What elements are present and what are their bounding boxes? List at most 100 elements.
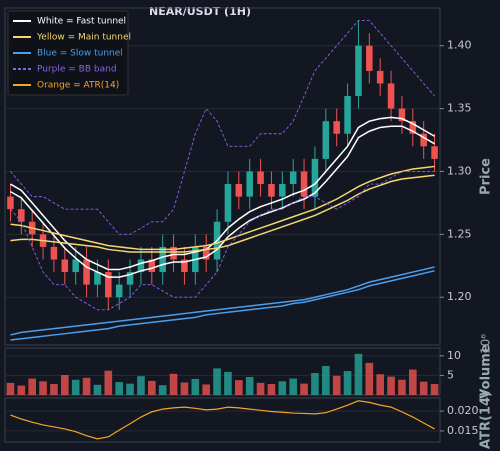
candle-body: [409, 121, 417, 134]
legend-label: Blue = Slow tunnel: [37, 49, 123, 59]
candle-body: [170, 246, 177, 260]
band-line: [10, 266, 435, 336]
volume-bar: [267, 384, 276, 395]
volume-bar: [278, 381, 287, 395]
y-axis-label: Price: [479, 158, 494, 195]
volume-bar: [256, 382, 265, 395]
volume-bar: [104, 370, 113, 395]
volume-bar: [61, 375, 69, 395]
y-axis-label: Volume: [479, 344, 494, 399]
candle-body: [202, 246, 210, 260]
atr-line: [10, 400, 435, 440]
volume-bar: [39, 381, 47, 395]
candle-body: [50, 246, 58, 260]
candle-body: [159, 246, 166, 273]
volume-bar: [93, 384, 102, 395]
candle-body: [137, 259, 145, 273]
volume-bar: [213, 368, 221, 395]
candle-body: [355, 45, 362, 97]
y-tick-label: 0.020: [447, 404, 479, 417]
scale-label: 10⁶: [479, 334, 493, 354]
legend-label: Orange = ATR(14): [37, 81, 119, 91]
y-tick-label: 1.35: [447, 102, 472, 115]
candle-body: [83, 259, 90, 285]
candle-body: [246, 171, 253, 197]
volume-bar: [430, 384, 439, 395]
legend-label: Purple = BB band: [37, 65, 117, 75]
band-line: [10, 116, 435, 271]
volume-bar: [332, 375, 341, 395]
candle-body: [126, 272, 134, 285]
candle-body: [72, 259, 79, 273]
candle-body: [431, 146, 438, 159]
legend: White = Fast tunnel Yellow = Main tunnel B…: [7, 10, 131, 96]
volume-bar: [245, 376, 254, 395]
band-line: [10, 270, 435, 341]
candle-body: [322, 121, 330, 159]
candle-body: [311, 158, 319, 197]
candle-body: [115, 284, 123, 298]
volume-bar: [387, 376, 395, 395]
volume-bar: [419, 381, 428, 395]
legend-box: [7, 10, 129, 96]
candle-body: [94, 272, 101, 285]
volume-bar: [82, 377, 91, 395]
volume-bar: [191, 378, 200, 395]
candle-body: [235, 184, 243, 197]
panel-frame: [4, 347, 441, 396]
volume-bar: [202, 384, 210, 395]
y-tick-label: 5: [447, 368, 454, 381]
candle-body: [224, 184, 232, 222]
panel-frame: [4, 397, 441, 443]
band-line: [10, 174, 435, 253]
volume-bar: [300, 383, 308, 395]
candle-body: [420, 133, 427, 147]
candle-body: [333, 121, 340, 134]
y-tick-label: 0.015: [447, 424, 479, 437]
candle-body: [18, 209, 25, 222]
y-tick-label: 1.40: [447, 39, 472, 52]
volume-bar: [148, 380, 156, 395]
candle-body: [268, 184, 275, 197]
volume-bar: [115, 382, 123, 395]
volume-bar: [343, 371, 352, 395]
volume-bar: [71, 379, 80, 395]
volume-bar: [398, 379, 406, 395]
candle-body: [279, 184, 286, 197]
volume-bar: [409, 369, 417, 395]
band-line: [10, 171, 435, 311]
panel-frame: [4, 7, 441, 346]
candle-body: [257, 171, 264, 185]
candle-body: [376, 70, 384, 84]
volume-bar: [322, 366, 330, 395]
candle-body: [61, 259, 69, 273]
candle-body: [105, 272, 112, 298]
legend-label: Yellow = Main tunnel: [36, 33, 131, 43]
volume-bar: [365, 362, 374, 395]
volume-bar: [158, 385, 167, 395]
candle-body: [300, 171, 308, 197]
volume-bar: [376, 374, 384, 395]
band-line: [10, 125, 435, 278]
volume-bar: [289, 378, 297, 395]
volume-bar: [235, 380, 243, 395]
y-axis-label: ATR(14): [479, 391, 494, 449]
chart-title: NEAR/USDT (1H): [149, 5, 251, 18]
candle-body: [7, 196, 14, 210]
candle-body: [148, 259, 156, 273]
band-line: [10, 20, 435, 235]
volume-bar: [224, 371, 232, 395]
y-tick-label: 1.30: [447, 164, 472, 177]
volume-bar: [137, 376, 145, 395]
volume-bar: [169, 373, 178, 395]
band-line: [10, 165, 435, 251]
legend-label: White = Fast tunnel: [37, 17, 126, 27]
volume-bar: [50, 384, 58, 395]
candle-body: [387, 83, 395, 109]
volume-bar: [354, 353, 363, 395]
y-tick-label: 1.25: [447, 227, 472, 240]
candle-body: [344, 96, 351, 134]
volume-bar: [126, 383, 134, 395]
y-tick-label: 1.20: [447, 290, 472, 303]
